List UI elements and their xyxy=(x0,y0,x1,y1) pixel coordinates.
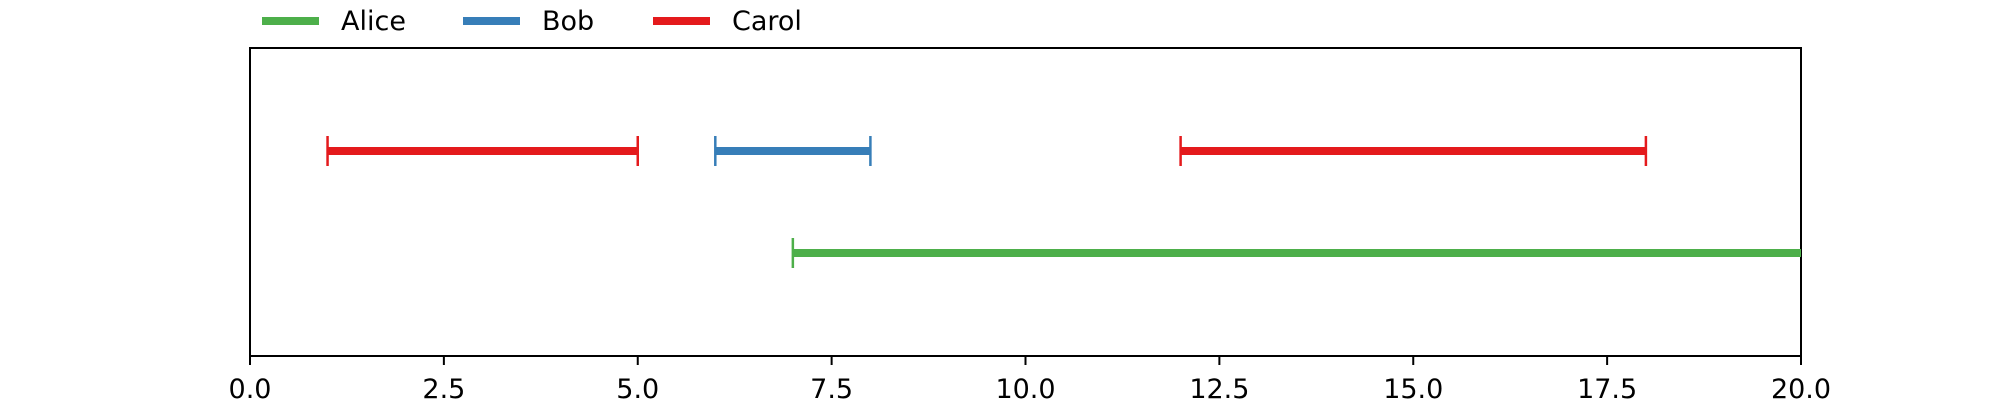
x-tick-label-8: 20.0 xyxy=(1771,374,1831,400)
interval-layer xyxy=(326,136,1801,268)
legend-label-bob: Bob xyxy=(542,6,594,37)
x-tick-label-2: 5.0 xyxy=(616,374,659,400)
plot-area xyxy=(249,47,1802,357)
legend-label-alice: Alice xyxy=(341,6,406,37)
legend-label-carol: Carol xyxy=(732,6,802,37)
legend: Alice Bob Carol xyxy=(262,6,802,37)
x-tick-label-5: 12.5 xyxy=(1189,374,1249,400)
x-tick-label-4: 10.0 xyxy=(995,374,1055,400)
x-tick-label-3: 7.5 xyxy=(810,374,853,400)
x-tick-label-0: 0.0 xyxy=(229,374,272,400)
x-axis: 0.0 2.5 5.0 7.5 10.0 12.5 15.0 17.5 20.0 xyxy=(229,356,1831,400)
x-tick-label-7: 17.5 xyxy=(1577,374,1637,400)
x-tick-label-1: 2.5 xyxy=(422,374,465,400)
x-tick-label-6: 15.0 xyxy=(1383,374,1443,400)
